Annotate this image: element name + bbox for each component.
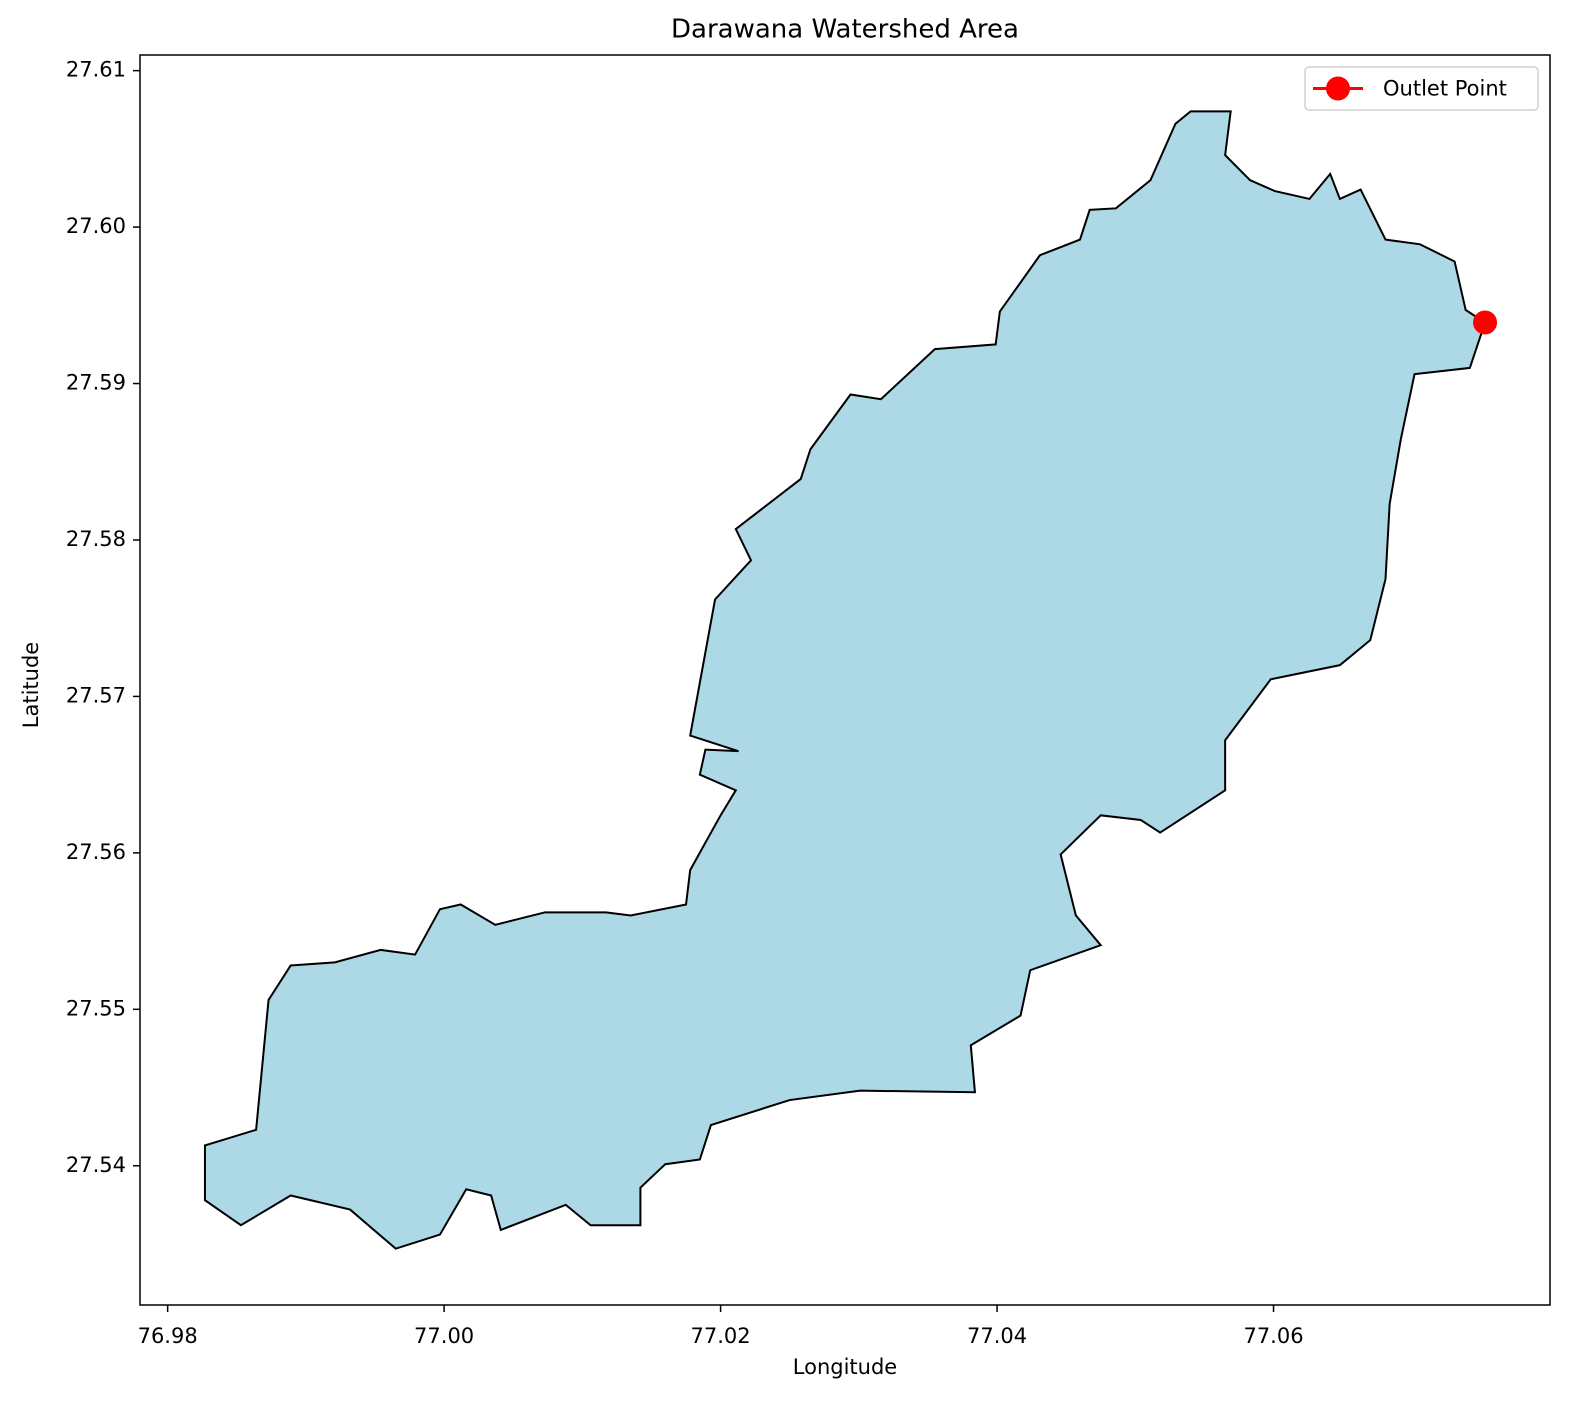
- x-tick-label: 77.00: [414, 1324, 474, 1348]
- x-tick-label: 76.98: [138, 1324, 198, 1348]
- x-tick-label: 77.04: [967, 1324, 1027, 1348]
- y-axis-label: Latitude: [19, 642, 43, 728]
- legend-box: [1304, 66, 1539, 111]
- x-tick-label: 77.06: [1243, 1324, 1303, 1348]
- y-tick-label: 27.57: [66, 683, 126, 707]
- legend-label: Outlet Point: [1383, 77, 1507, 101]
- y-tick-label: 27.56: [66, 840, 126, 864]
- x-tick-label: 77.02: [691, 1324, 751, 1348]
- outlet-point: [1473, 310, 1498, 335]
- y-tick-label: 27.60: [66, 214, 126, 238]
- y-tick-label: 27.58: [66, 527, 126, 551]
- plot-frame: [139, 54, 1551, 1306]
- y-tick-label: 27.55: [66, 996, 126, 1020]
- x-axis-label: Longitude: [793, 1355, 897, 1379]
- chart-title: Darawana Watershed Area: [671, 15, 1019, 45]
- y-tick-label: 27.59: [66, 371, 126, 395]
- y-tick-label: 27.61: [66, 58, 126, 82]
- legend-marker: [1326, 76, 1350, 101]
- y-tick-label: 27.54: [66, 1153, 126, 1177]
- watershed-boundary: [203, 110, 1487, 1250]
